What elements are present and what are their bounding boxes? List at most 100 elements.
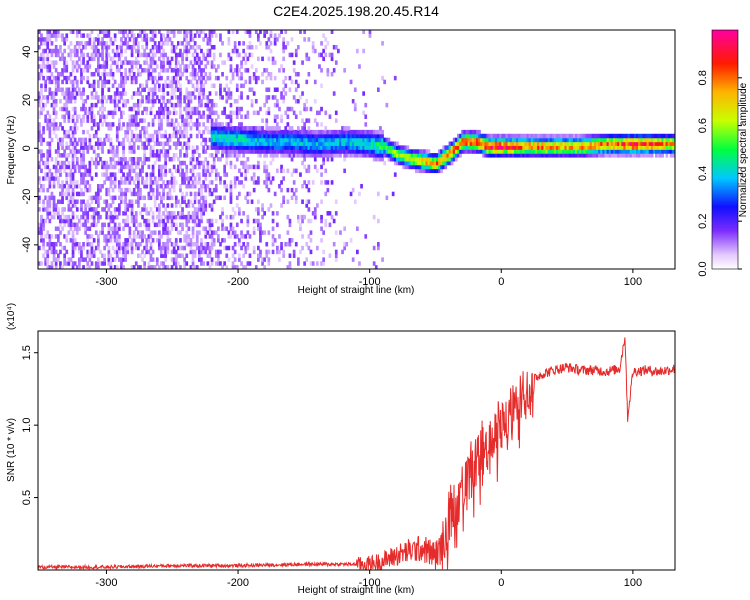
spectrogram-cell <box>191 110 195 116</box>
spectrogram-cell <box>345 137 349 143</box>
spectrogram-cell <box>273 87 277 92</box>
spectrogram-cell <box>244 114 248 119</box>
spectrogram-cell <box>115 226 119 231</box>
spectrogram-cell <box>109 137 113 143</box>
spectrogram-cell <box>259 129 262 135</box>
spectrogram-cell <box>214 184 218 189</box>
spectrogram-cell <box>202 68 206 73</box>
spectrogram-cell <box>530 137 534 143</box>
spectrogram-cell <box>421 153 425 158</box>
spectrogram-cell <box>139 195 142 201</box>
spectrogram-cell <box>383 141 387 146</box>
spectrogram-cell <box>631 141 635 146</box>
snr-frame <box>37 330 676 571</box>
spectrogram-cell <box>537 141 540 146</box>
spectrogram-cell <box>242 149 246 154</box>
spectrogram-cell <box>84 207 88 212</box>
spectrogram-cell <box>311 149 315 154</box>
spectrogram-cell <box>370 129 374 135</box>
spectrogram-cell <box>57 234 60 239</box>
spectrogram-cell <box>252 176 256 181</box>
spectrogram-cell <box>305 257 309 262</box>
spectrogram-cell <box>191 234 195 239</box>
spectrogram-cell <box>69 168 73 174</box>
spectrogram-cell <box>179 83 182 89</box>
spectrogram-cell <box>246 245 250 251</box>
spectrogram-cell <box>130 30 134 34</box>
spectrogram-cell <box>246 126 250 131</box>
spectrogram-cell <box>113 265 117 269</box>
spectrogram-cell <box>174 68 178 73</box>
spectrogram-cell <box>151 257 155 262</box>
spectrogram-cell <box>501 141 505 146</box>
spectrogram-cell <box>50 33 54 38</box>
spectrogram-cell <box>297 145 300 150</box>
spectrogram-cell <box>115 160 119 166</box>
spectrogram-cell <box>619 133 622 139</box>
spectrogram-cell <box>280 30 283 34</box>
spectrogram-cell <box>198 99 201 104</box>
spectrogram-cell <box>97 64 100 69</box>
spectrogram-cell <box>130 133 134 139</box>
spectrogram-cell <box>88 37 92 42</box>
spectrogram-cell <box>646 145 650 150</box>
spectrogram-cell <box>38 126 41 131</box>
spectrogram-cell <box>290 79 294 85</box>
spectrogram-cell <box>107 30 111 34</box>
spectrogram-cell <box>659 153 662 158</box>
spectrogram-cell <box>330 133 334 139</box>
spectrogram-cell <box>242 153 246 158</box>
spectrogram-cell <box>44 79 48 85</box>
spectrogram-cell <box>90 207 94 212</box>
spectrogram-cell <box>267 37 271 42</box>
spectrogram-cell <box>46 234 50 239</box>
spectrogram-cell <box>109 214 113 220</box>
spectrogram-cell <box>48 122 52 127</box>
spectrogram-cell <box>78 137 81 143</box>
spectrogram-cell <box>254 137 258 143</box>
spectrogram-cell <box>63 48 67 54</box>
spectrogram-cell <box>166 37 170 42</box>
spectrogram-cell <box>128 141 132 146</box>
spectrogram-cell <box>141 164 144 170</box>
spectrogram-cell <box>290 149 294 154</box>
spectrogram-cell <box>231 129 235 135</box>
spectrogram-cell <box>160 33 163 38</box>
spectrogram-cell <box>166 114 170 119</box>
spectrogram-cell <box>82 191 85 197</box>
spectrogram-cell <box>463 145 467 150</box>
spectrogram-cell <box>162 211 165 216</box>
spectrogram-cell <box>351 141 355 146</box>
spectrogram-cell <box>282 137 286 143</box>
spectrogram-cell <box>233 137 237 143</box>
spectrogram-cell <box>189 110 193 116</box>
spectrogram-cell <box>57 226 60 231</box>
spectrogram-cell <box>65 180 69 185</box>
spectrogram-cell <box>488 149 492 154</box>
spectrogram-cell <box>132 133 136 139</box>
spectrogram-cell <box>297 141 300 146</box>
spectrogram-cell <box>38 180 41 185</box>
spectrogram-cell <box>212 129 216 135</box>
spectrogram-cell <box>520 133 523 139</box>
spectrogram-cell <box>82 222 85 228</box>
spectrogram-cell <box>130 68 134 73</box>
spectrogram-cell <box>65 191 69 197</box>
spectrogram-cell <box>137 68 140 73</box>
spectrogram-cell <box>560 133 563 139</box>
spectrogram-cell <box>48 172 52 177</box>
spectrogram-cell <box>208 253 212 258</box>
spectrogram-cell <box>448 141 452 146</box>
spectrogram-cell <box>229 118 233 123</box>
spectrogram-cell <box>532 153 536 158</box>
spectrogram-cell <box>617 153 620 158</box>
spectrogram-cell <box>423 164 427 170</box>
spectrogram-cell <box>461 145 465 150</box>
spectrogram-cell <box>158 83 161 89</box>
spectrogram-cell <box>202 52 206 58</box>
spectrogram-cell <box>162 33 165 38</box>
spectrogram-cell <box>189 245 193 251</box>
spectrogram-cell <box>80 75 83 81</box>
spectrogram-cell <box>44 160 48 166</box>
spectrogram-cell <box>648 145 652 150</box>
